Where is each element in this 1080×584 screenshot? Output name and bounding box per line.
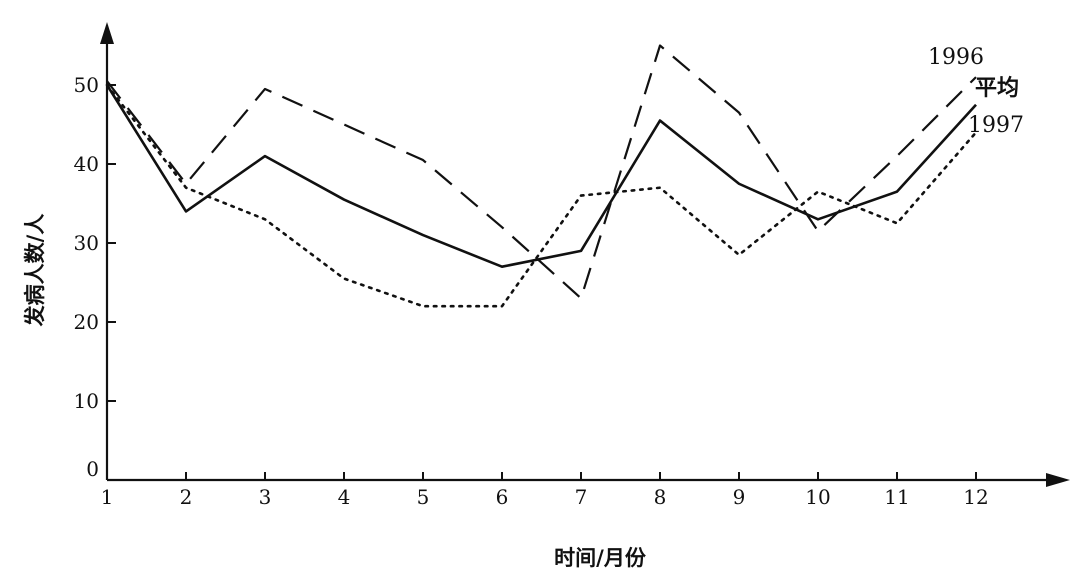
y-tick-label: 10	[74, 389, 99, 413]
y-tick-label: 0	[86, 457, 99, 481]
x-tick-label: 11	[884, 485, 909, 509]
series-label-3: 1997	[968, 113, 1024, 138]
y-tick-label: 30	[74, 231, 99, 255]
x-tick-label: 1	[101, 485, 114, 509]
x-ticks: 1 2 3 4 5 6 7 8 9 10 11 12	[101, 472, 989, 509]
x-tick-label: 5	[417, 485, 430, 509]
x-tick-label: 2	[180, 485, 193, 509]
x-tick-label: 7	[575, 485, 588, 509]
y-ticks: 0 10 20 30 40 50	[74, 73, 116, 481]
y-axis-arrow	[100, 22, 114, 44]
x-tick-label: 12	[963, 485, 988, 509]
x-tick-label: 10	[805, 485, 830, 509]
y-tick-label: 40	[74, 152, 99, 176]
series-line-2	[105, 84, 977, 269]
series-label-1: 1996	[928, 45, 984, 70]
axes	[100, 22, 1070, 487]
x-tick-label: 8	[654, 485, 667, 509]
x-tick-label: 9	[733, 485, 746, 509]
y-axis-label: 发病人数/人	[23, 214, 47, 328]
x-axis-label: 时间/月份	[554, 546, 647, 570]
series-line-3	[105, 83, 978, 308]
x-tick-label: 6	[496, 485, 509, 509]
series-labels: 1996 平均 1997	[928, 45, 1024, 138]
x-tick-label: 3	[259, 485, 272, 509]
x-tick-label: 4	[338, 485, 351, 509]
series-lines	[105, 44, 978, 308]
x-axis-arrow	[1046, 473, 1070, 487]
y-tick-label: 50	[74, 73, 99, 97]
series-label-2: 平均	[975, 75, 1019, 101]
series-line-1	[106, 44, 977, 300]
y-tick-label: 20	[74, 310, 99, 334]
